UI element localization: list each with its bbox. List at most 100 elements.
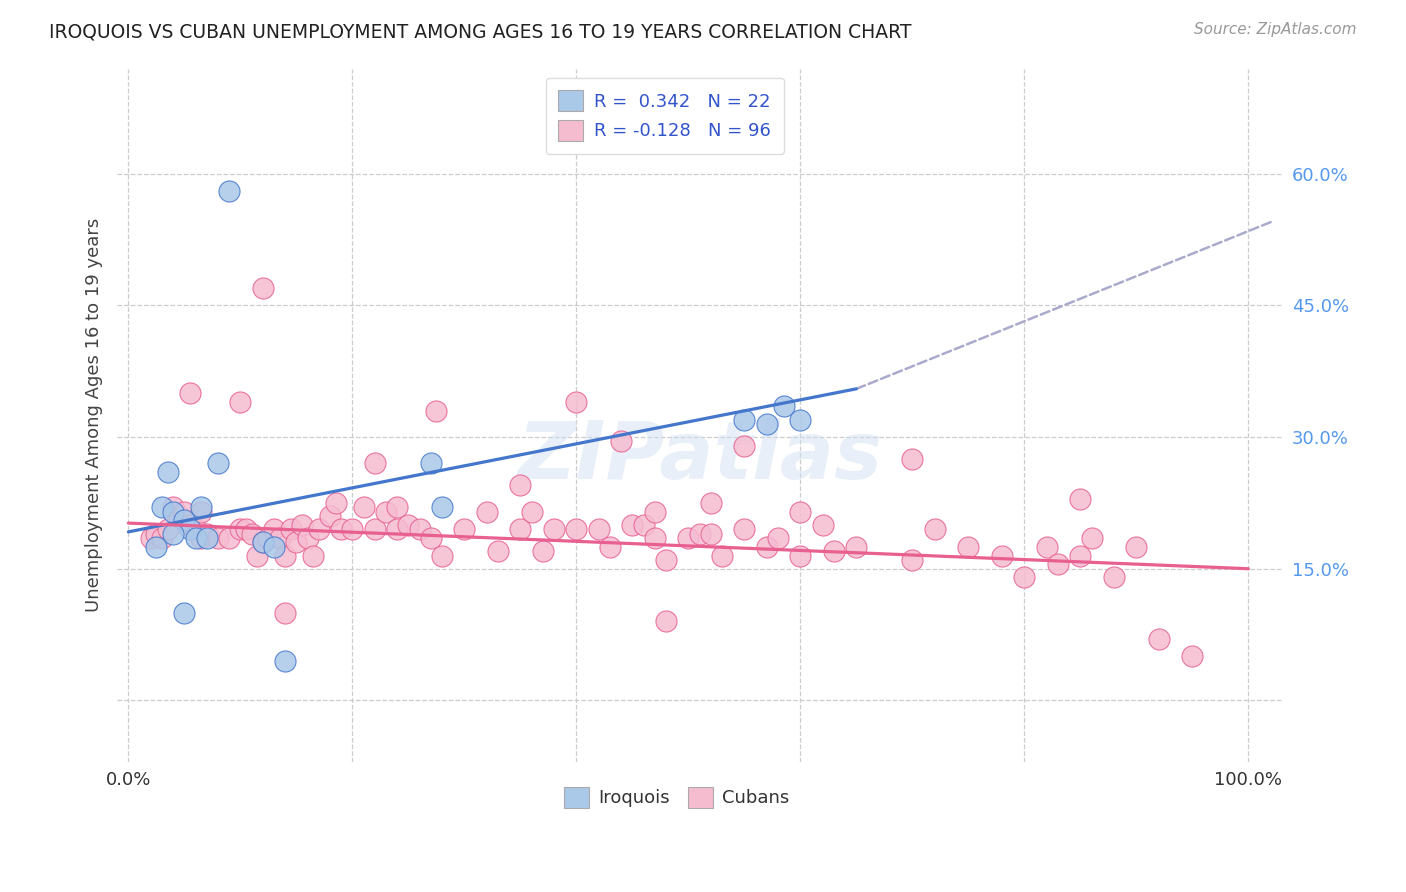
Point (162, 505, 184, 519)
Point (1046, 558, 1069, 572)
Point (823, 544, 845, 558)
Point (924, 522, 946, 536)
Point (319, 509, 342, 524)
Point (633, 517, 655, 532)
Point (845, 540, 868, 554)
Point (385, 500, 408, 515)
Point (280, 522, 302, 536)
Point (342, 522, 364, 536)
Point (543, 522, 565, 536)
Point (655, 615, 678, 629)
Point (179, 522, 201, 536)
Point (419, 457, 441, 471)
Point (235, 522, 257, 536)
Text: IROQUOIS VS CUBAN UNEMPLOYMENT AMONG AGES 16 TO 19 YEARS CORRELATION CHART: IROQUOIS VS CUBAN UNEMPLOYMENT AMONG AGE… (49, 22, 911, 41)
Point (274, 549, 297, 563)
Point (733, 412, 755, 426)
Point (520, 505, 543, 519)
Point (150, 531, 173, 545)
Point (396, 517, 419, 532)
Point (173, 513, 195, 527)
Point (789, 549, 811, 563)
Point (772, 400, 794, 414)
Point (733, 439, 755, 453)
Point (425, 403, 447, 417)
Point (621, 517, 644, 532)
Point (190, 531, 212, 545)
Point (419, 531, 441, 545)
Point (755, 417, 778, 431)
Point (811, 517, 834, 532)
Point (364, 522, 387, 536)
Point (789, 505, 811, 519)
Point (190, 500, 212, 515)
Point (565, 522, 588, 536)
Point (274, 654, 297, 668)
Point (179, 517, 201, 532)
Point (644, 531, 666, 545)
Point (385, 522, 408, 536)
Point (565, 395, 588, 409)
Point (145, 540, 167, 554)
Point (173, 505, 195, 519)
Point (430, 500, 453, 515)
Point (162, 526, 184, 541)
Point (229, 522, 252, 536)
Point (901, 553, 924, 567)
Point (766, 531, 789, 545)
Point (218, 531, 240, 545)
Point (700, 526, 723, 541)
Point (644, 505, 666, 519)
Point (240, 526, 263, 541)
Point (957, 540, 980, 554)
Point (1014, 570, 1036, 584)
Point (162, 500, 184, 515)
Point (229, 395, 252, 409)
Point (991, 549, 1014, 563)
Point (531, 544, 554, 558)
Point (588, 522, 610, 536)
Point (755, 540, 778, 554)
Point (156, 465, 179, 479)
Point (375, 505, 398, 519)
Point (252, 535, 274, 549)
Point (269, 531, 291, 545)
Point (184, 531, 207, 545)
Point (330, 522, 353, 536)
Point (285, 535, 308, 549)
Point (364, 457, 387, 471)
Point (252, 535, 274, 549)
Point (246, 549, 269, 563)
Point (207, 457, 229, 471)
Point (710, 549, 733, 563)
Point (509, 478, 531, 492)
Point (1125, 540, 1147, 554)
Point (190, 505, 212, 519)
Point (1069, 491, 1091, 506)
Point (599, 540, 621, 554)
Point (678, 531, 700, 545)
Y-axis label: Unemployment Among Ages 16 to 19 years: Unemployment Among Ages 16 to 19 years (86, 218, 103, 612)
Point (156, 522, 179, 536)
Point (1147, 632, 1170, 646)
Point (308, 522, 330, 536)
Point (789, 412, 811, 426)
Point (1080, 531, 1102, 545)
Point (1102, 570, 1125, 584)
Point (207, 531, 229, 545)
Point (167, 509, 190, 524)
Point (257, 531, 280, 545)
Point (263, 522, 285, 536)
Point (150, 500, 173, 515)
Point (252, 281, 274, 295)
Point (195, 531, 218, 545)
Point (263, 540, 285, 554)
Point (353, 500, 375, 515)
Point (274, 606, 297, 620)
Point (139, 531, 162, 545)
Point (475, 505, 498, 519)
Point (901, 452, 924, 467)
Point (325, 496, 347, 510)
Point (509, 522, 531, 536)
Point (302, 549, 325, 563)
